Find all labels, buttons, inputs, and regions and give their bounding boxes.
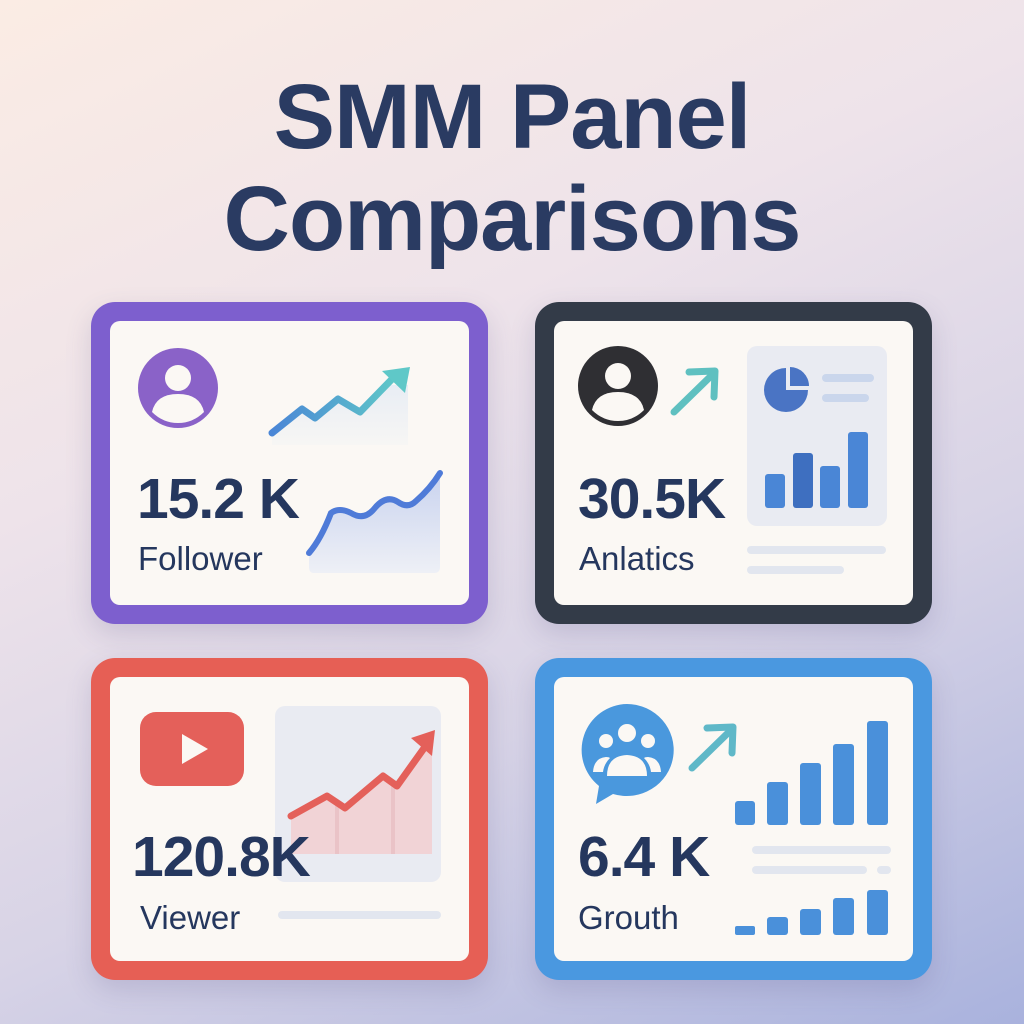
viewers-card[interactable]: 120.8K Viewer <box>91 658 488 980</box>
analytics-value: 30.5K <box>578 467 726 531</box>
text-line-placeholder <box>877 866 891 874</box>
user-circle-icon <box>138 348 218 428</box>
bar-chart <box>735 721 888 825</box>
legend-line <box>822 394 869 402</box>
analytics-card[interactable]: 30.5K Anlatics <box>535 302 932 624</box>
viewers-card-body: 120.8K Viewer <box>110 677 469 961</box>
text-line-placeholder <box>278 911 441 919</box>
followers-card-body: 15.2 K Follower <box>110 321 469 605</box>
bar-chart-small <box>735 890 888 935</box>
pie-chart-icon <box>764 367 809 412</box>
growth-label: Grouth <box>578 899 679 936</box>
youtube-play-icon <box>140 712 244 786</box>
followers-label: Follower <box>138 540 263 577</box>
bar-chart <box>765 432 868 508</box>
trend-arrow-up-icon <box>268 367 410 445</box>
title-line-2: Comparisons <box>223 168 802 270</box>
text-line-placeholder <box>752 846 891 854</box>
growth-card[interactable]: 6.4 K Grouth <box>535 658 932 980</box>
analytics-card-body: 30.5K Anlatics <box>554 321 913 605</box>
followers-value: 15.2 K <box>137 467 300 531</box>
diagonal-arrow-up-icon <box>670 367 719 416</box>
text-line-placeholder <box>747 546 886 554</box>
page-title: SMM Panel Comparisons <box>0 66 1024 270</box>
growth-value: 6.4 K <box>578 825 710 889</box>
area-line-chart <box>306 470 443 573</box>
title-line-1: SMM Panel <box>273 66 752 168</box>
viewers-label: Viewer <box>140 899 241 936</box>
viewers-chart-panel <box>275 706 441 882</box>
group-chat-bubble-icon <box>581 704 674 804</box>
diagonal-arrow-up-icon <box>688 723 737 772</box>
followers-card[interactable]: 15.2 K Follower <box>91 302 488 624</box>
user-circle-icon <box>578 346 658 426</box>
legend-line <box>822 374 874 382</box>
analytics-report-panel <box>747 346 887 526</box>
analytics-label: Anlatics <box>579 540 695 577</box>
text-line-placeholder <box>752 866 867 874</box>
viewers-value: 120.8K <box>132 825 311 889</box>
growth-card-body: 6.4 K Grouth <box>554 677 913 961</box>
text-line-placeholder <box>747 566 844 574</box>
area-chart <box>287 730 435 854</box>
